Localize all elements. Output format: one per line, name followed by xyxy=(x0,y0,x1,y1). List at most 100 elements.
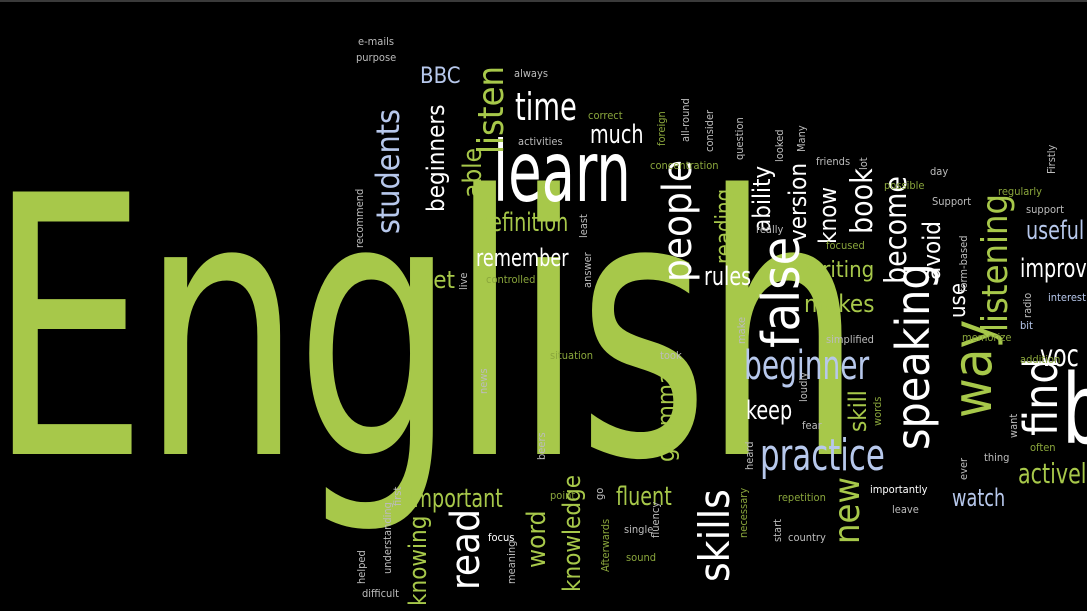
word-skill: skill xyxy=(844,390,872,432)
word-speaking: speaking xyxy=(886,263,940,450)
word-know: know xyxy=(814,186,842,244)
word-often: often xyxy=(1030,441,1056,454)
word-necessary: necessary xyxy=(737,487,750,538)
word-consider: consider xyxy=(703,109,716,152)
word-fluent: fluent xyxy=(616,482,672,512)
word-able: able xyxy=(458,147,488,198)
word-form-based: form-based xyxy=(957,235,970,293)
word-importantly: importantly xyxy=(870,483,928,496)
word-important: important xyxy=(408,484,503,514)
word-answer: answer xyxy=(581,252,594,288)
word-helped: helped xyxy=(355,550,368,584)
word-question: question xyxy=(733,117,746,160)
word-activities: activities xyxy=(518,135,563,148)
word-writing: writing xyxy=(806,258,875,283)
word-live: live xyxy=(457,272,470,290)
word-useful: useful xyxy=(1026,216,1085,246)
word-want: want xyxy=(1007,413,1020,438)
word-improve: improv xyxy=(1020,254,1087,284)
word-keep: keep xyxy=(746,396,793,426)
word-bit: bit xyxy=(1020,319,1033,332)
word-recommend: recommend xyxy=(353,188,366,248)
word-always: always xyxy=(514,67,548,80)
word-grammar: grammar xyxy=(652,362,680,462)
word-radio: radio xyxy=(1021,292,1034,318)
word-took: took xyxy=(660,349,682,362)
word-memorize: memorize xyxy=(962,331,1012,344)
word-make: make xyxy=(735,316,748,344)
word-beers: beers xyxy=(535,432,548,460)
word-reading: reading xyxy=(712,188,737,264)
word-foreign: foreign xyxy=(655,111,668,146)
word-afterwards: Afterwards xyxy=(599,518,612,572)
word-focused: focused xyxy=(826,239,865,252)
word-e-mails: e-mails xyxy=(358,35,395,48)
word-bbc: BBC xyxy=(420,64,461,89)
word-remember: remember xyxy=(476,244,569,272)
word-focus: focus xyxy=(488,531,515,544)
word-b: b xyxy=(1062,362,1087,458)
word-much: much xyxy=(590,120,644,150)
word-listen: listen xyxy=(471,65,512,154)
word-learn: learn xyxy=(493,123,631,221)
word-book: book xyxy=(845,168,880,234)
word-looked: looked xyxy=(773,129,786,162)
word-knowing: knowing xyxy=(404,515,432,606)
word-voc: voc xyxy=(1040,339,1079,374)
word-start: start xyxy=(771,518,784,542)
word-thing: thing xyxy=(984,451,1010,464)
word-people: people xyxy=(655,159,701,282)
word-all-round: all-round xyxy=(679,98,692,142)
word-controlled: controlled xyxy=(486,273,536,286)
word-support: support xyxy=(1026,203,1064,216)
word-situation: situation xyxy=(550,349,594,362)
word-definition: definition xyxy=(478,208,569,238)
word-listening: listening xyxy=(975,193,1016,332)
word-concentration: concentration xyxy=(650,159,719,172)
word-addition: addition xyxy=(1020,353,1061,366)
word-many: Many xyxy=(795,125,808,152)
word-rules: rules xyxy=(704,262,752,292)
word-interest: interest xyxy=(1048,291,1086,304)
word-repetition: repetition xyxy=(778,491,826,504)
word-loudly: loudly xyxy=(797,372,810,402)
word-set: set xyxy=(422,266,455,294)
word-time: time xyxy=(515,85,577,129)
word-fear: fear xyxy=(802,419,822,432)
word-simplified: simplified xyxy=(826,333,874,346)
word-ever: ever xyxy=(957,457,970,480)
word-beginner: beginner xyxy=(744,343,870,389)
word-heard: heard xyxy=(743,441,756,470)
word-beginners: beginners xyxy=(422,104,450,213)
word-fluency: fluency xyxy=(649,501,662,538)
word-least: least xyxy=(577,214,590,238)
word-leave: leave xyxy=(892,503,919,516)
word-become: become xyxy=(879,175,914,284)
word-meaning: meaning xyxy=(505,540,518,584)
word-understanding: understanding xyxy=(381,502,394,574)
word-version: version xyxy=(784,162,812,242)
word-read: read xyxy=(443,509,489,590)
word-avoid: avoid xyxy=(918,221,946,280)
word-correct: correct xyxy=(588,109,623,122)
word-news: news xyxy=(477,368,490,394)
word-new: new xyxy=(827,477,868,544)
word-word: word xyxy=(522,510,552,568)
word-purpose: purpose xyxy=(356,51,397,64)
word-single: single xyxy=(624,523,654,536)
word-watch: watch xyxy=(952,484,1006,512)
main-word: English xyxy=(0,120,863,539)
word-practice: practice xyxy=(760,430,885,481)
word-skills: skills xyxy=(690,489,739,582)
word-possible: possible xyxy=(884,179,925,192)
word-really: really xyxy=(756,223,784,236)
word-friends: friends xyxy=(816,155,851,168)
word-firstly: Firstly xyxy=(1045,144,1058,174)
word-support-cap: Support xyxy=(932,195,972,208)
word-students: students xyxy=(369,108,407,234)
word-lot: lot xyxy=(857,157,870,170)
word-actively: actively xyxy=(1018,457,1087,490)
word-false: false xyxy=(752,236,812,348)
word-makes: makes xyxy=(804,290,875,318)
